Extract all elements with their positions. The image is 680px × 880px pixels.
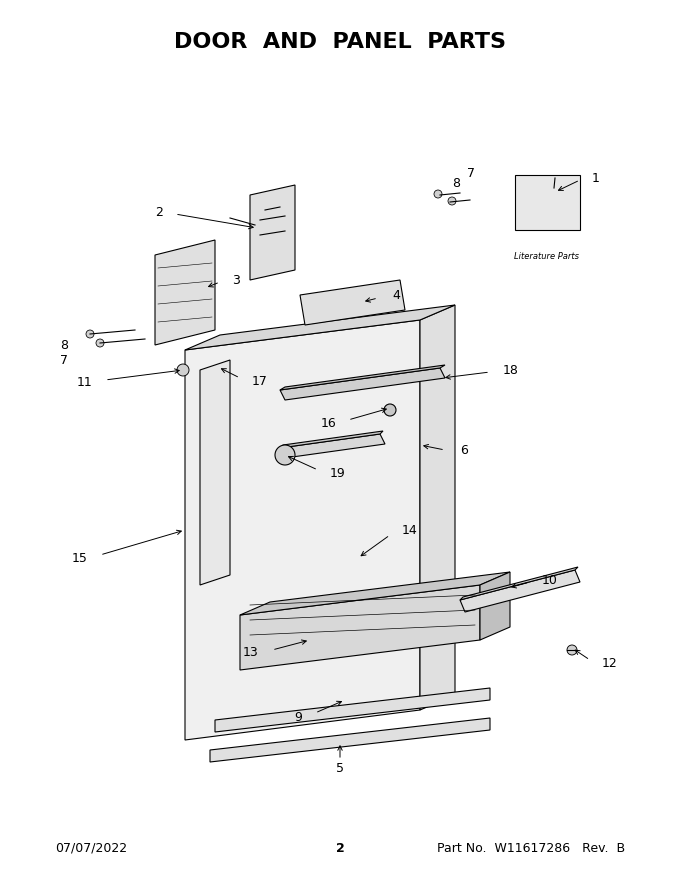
Text: DOOR  AND  PANEL  PARTS: DOOR AND PANEL PARTS xyxy=(174,32,506,52)
Polygon shape xyxy=(280,434,385,458)
Circle shape xyxy=(448,197,456,205)
Polygon shape xyxy=(240,572,510,615)
Polygon shape xyxy=(185,305,455,350)
Text: 6: 6 xyxy=(460,444,468,457)
Text: 1: 1 xyxy=(592,172,600,185)
Text: 5: 5 xyxy=(336,761,344,774)
Text: 17: 17 xyxy=(252,375,268,387)
Text: 8: 8 xyxy=(60,339,68,351)
Polygon shape xyxy=(280,365,445,390)
Polygon shape xyxy=(460,570,580,612)
Circle shape xyxy=(96,339,104,347)
Circle shape xyxy=(384,404,396,416)
Bar xyxy=(515,175,580,230)
Polygon shape xyxy=(215,688,490,732)
Polygon shape xyxy=(250,185,295,280)
Text: 19: 19 xyxy=(330,466,345,480)
Text: 12: 12 xyxy=(602,656,617,670)
Text: 18: 18 xyxy=(503,363,519,377)
Text: 14: 14 xyxy=(402,524,418,537)
Polygon shape xyxy=(155,240,215,345)
Polygon shape xyxy=(280,431,383,448)
Text: 11: 11 xyxy=(76,376,92,388)
Text: 10: 10 xyxy=(542,574,558,586)
Text: 15: 15 xyxy=(72,552,88,564)
Polygon shape xyxy=(200,360,230,585)
Circle shape xyxy=(86,330,94,338)
Circle shape xyxy=(567,645,577,655)
Text: 13: 13 xyxy=(242,646,258,658)
Polygon shape xyxy=(460,567,578,600)
Polygon shape xyxy=(280,368,445,400)
Text: 8: 8 xyxy=(452,177,460,189)
Text: Literature Parts: Literature Parts xyxy=(515,252,579,260)
Polygon shape xyxy=(420,305,455,710)
Text: 3: 3 xyxy=(232,274,240,287)
Text: 7: 7 xyxy=(467,166,475,180)
Polygon shape xyxy=(185,320,420,740)
Polygon shape xyxy=(480,572,510,640)
Circle shape xyxy=(275,445,295,465)
Text: 7: 7 xyxy=(60,354,68,366)
Text: 9: 9 xyxy=(294,710,302,723)
Text: 4: 4 xyxy=(392,289,400,302)
Text: 07/07/2022: 07/07/2022 xyxy=(55,841,127,854)
Polygon shape xyxy=(240,585,480,670)
Text: 16: 16 xyxy=(320,416,336,429)
Circle shape xyxy=(434,190,442,198)
Text: Part No.  W11617286   Rev.  B: Part No. W11617286 Rev. B xyxy=(437,841,625,854)
Polygon shape xyxy=(210,718,490,762)
Text: 2: 2 xyxy=(155,206,163,218)
Polygon shape xyxy=(300,280,405,325)
Circle shape xyxy=(177,364,189,376)
Text: 2: 2 xyxy=(336,841,344,854)
